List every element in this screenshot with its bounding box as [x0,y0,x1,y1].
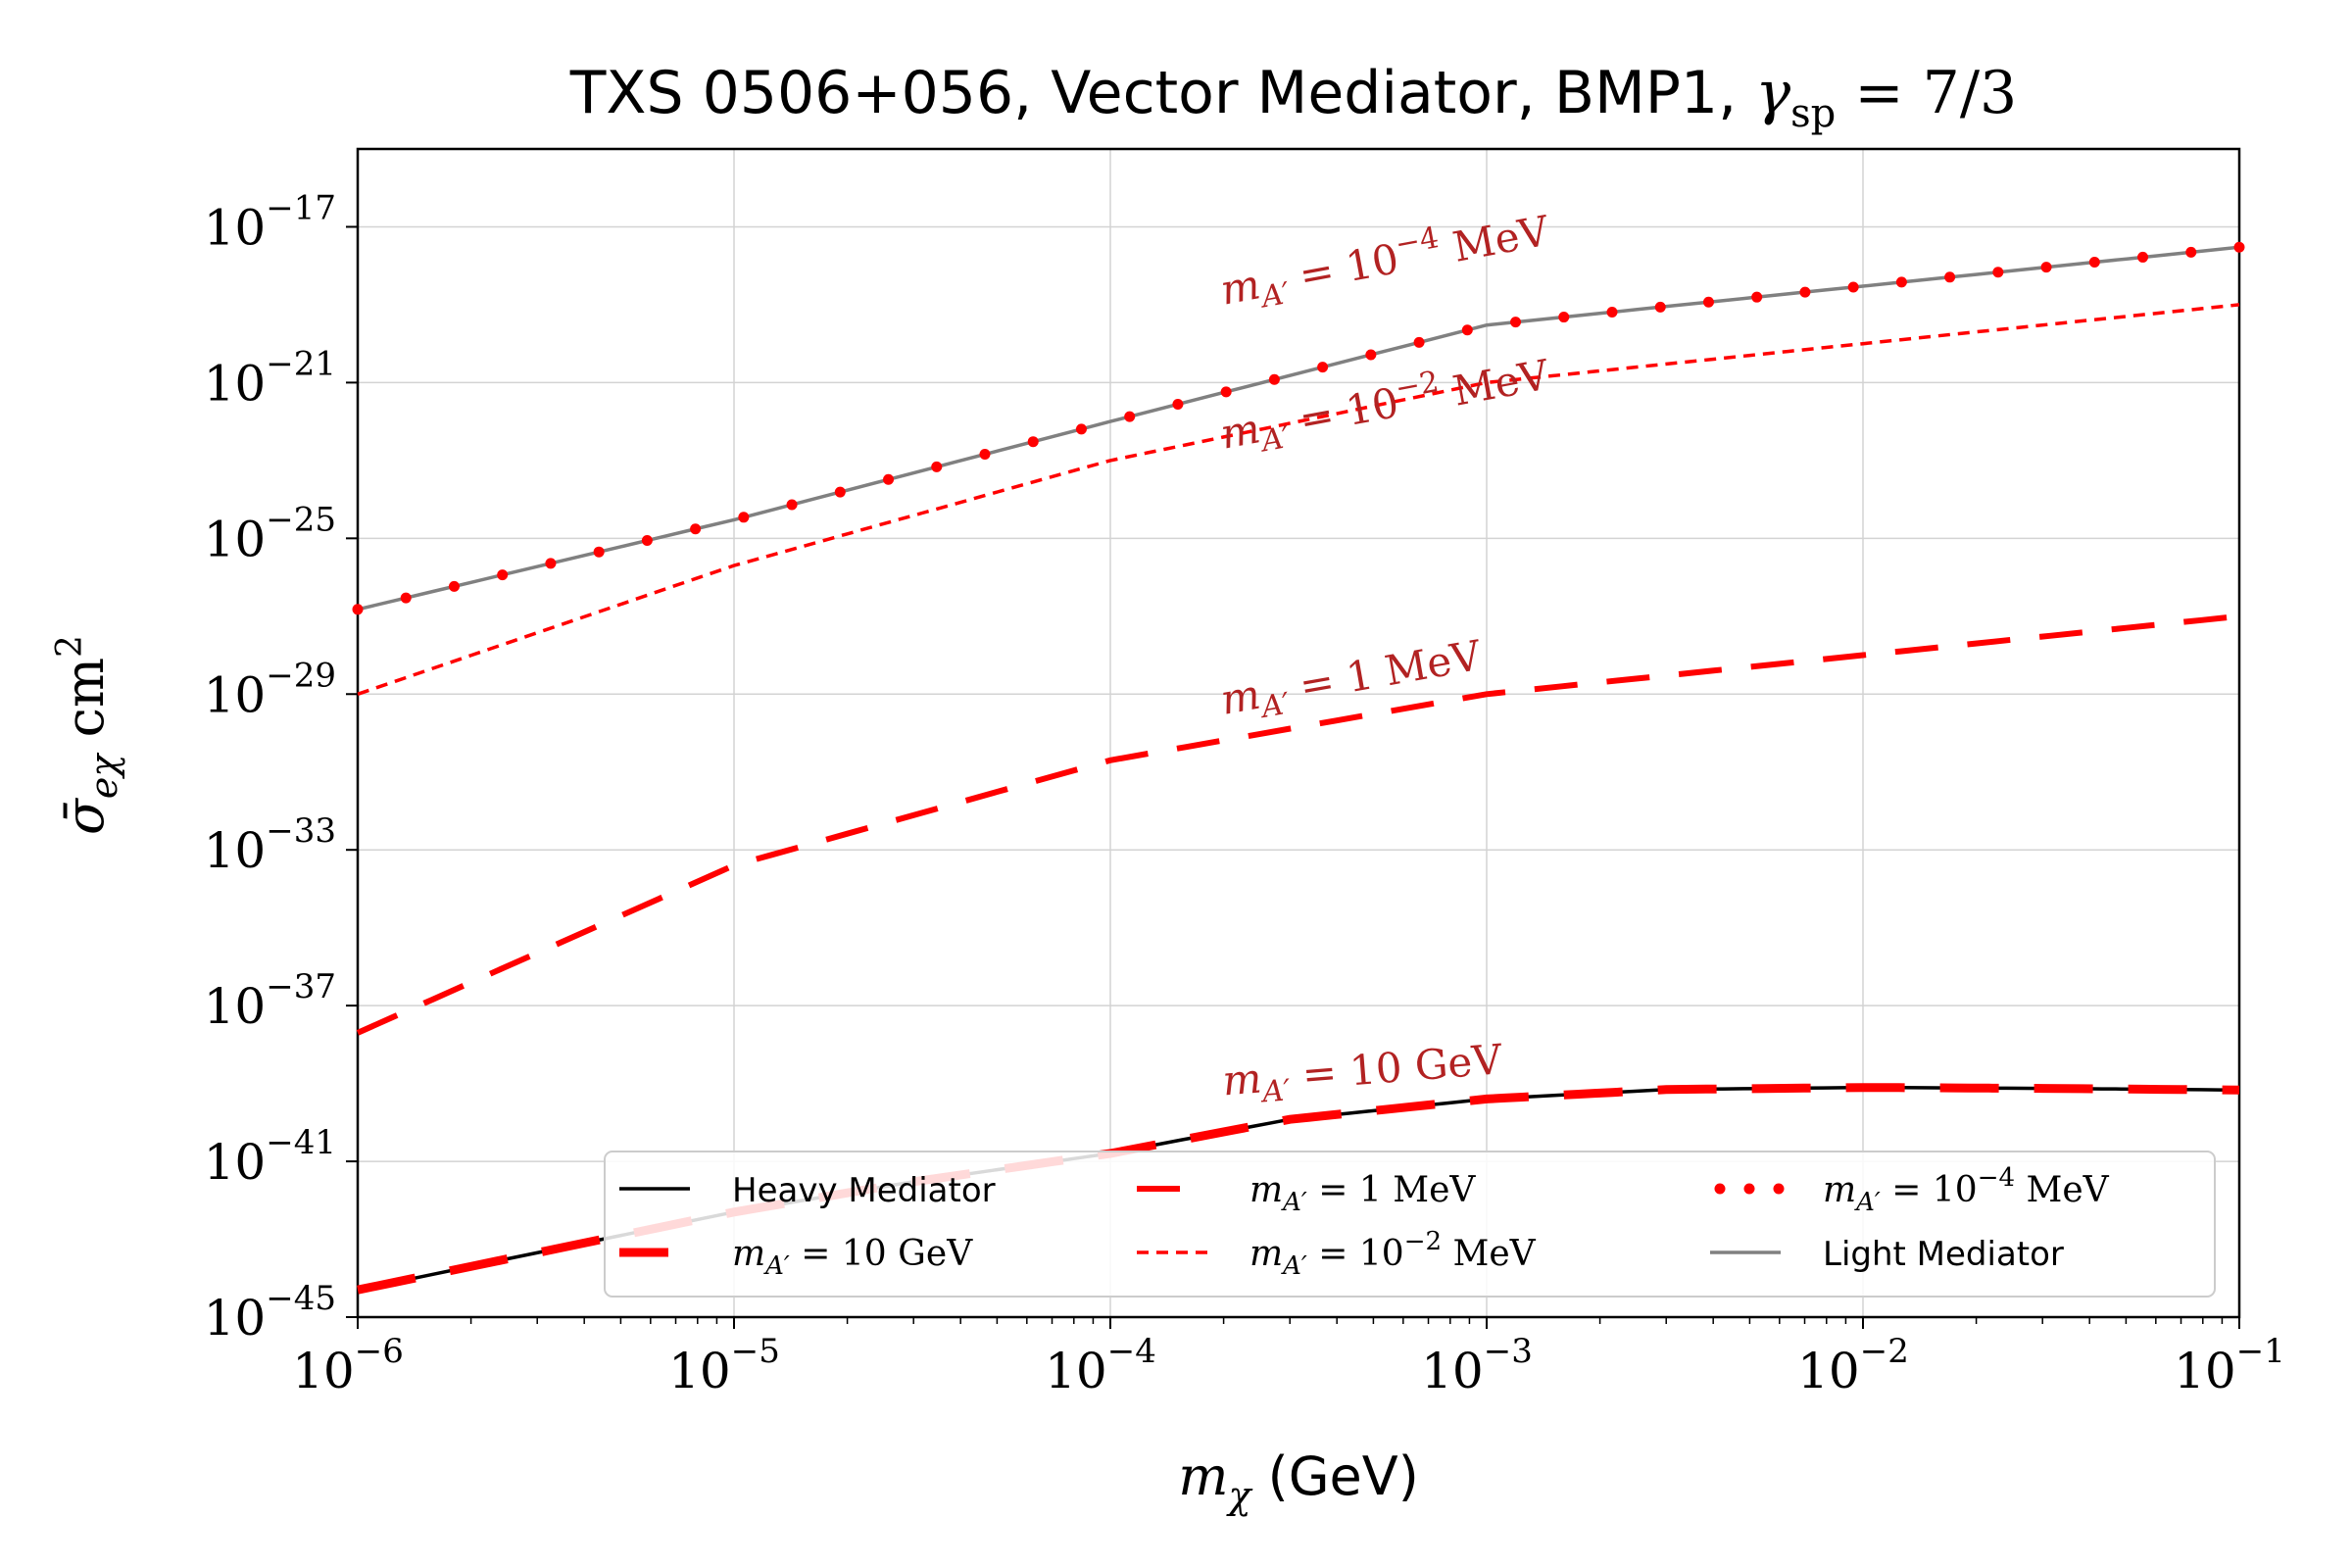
x-tick-label: 10−6 [292,1332,404,1399]
chart-title-gamma-sub: sp [1790,91,1836,136]
series-line-ma-10-mev [357,303,2240,696]
series-point [641,534,653,546]
legend-label: Heavy Mediator [732,1171,996,1210]
series-point [1027,436,1039,448]
y-tick-label: 10−25 [204,500,336,567]
y-tick-label: 10−21 [204,344,336,412]
ticks: 10−6 10−5 10−4 10−3 10−2 10−1 10−45 10−41 10−37 1… [204,188,2285,1399]
series-line-ma-1-mev [356,612,2240,1036]
y-tick-label: 10−37 [204,967,336,1035]
x-axis-label-text: mχ (GeV) [1178,1446,1419,1517]
legend-entry: mA′ = 1 MeV [1137,1170,1476,1217]
y-tick-label: 10−33 [204,811,336,879]
legend-entry: mA′ = 10−2 MeV [1137,1227,1537,1281]
series-point [1413,336,1425,348]
x-tick-label: 10−5 [668,1332,780,1399]
plot-frame [356,147,2241,1319]
legend-entry: Light Mediator [1710,1235,2064,1274]
x-tick-label: 10−3 [1421,1332,1533,1399]
series-point [1558,312,1570,323]
series-point [1751,291,1763,303]
grid [357,149,2240,1318]
series-point [1992,267,2004,278]
legend: Heavy Mediator mA′ = 10 GeV mA′ = 1 MeV mA′… [604,1151,2216,1298]
series-point [2040,262,2052,273]
legend-marker [1743,1183,1755,1195]
series-point [2185,246,2197,258]
legend-label: mA′ = 10−4 MeV [1823,1163,2110,1217]
series-point [2233,241,2245,253]
series-point [2088,257,2100,269]
series-point [545,558,557,569]
y-axis-label-text: σ̄eχ cm2 [50,635,125,835]
series-point [931,461,943,472]
chart-title-gamma: γ [1755,59,1790,127]
y-tick-label: 10−29 [204,656,336,723]
legend-label: Light Mediator [1823,1235,2064,1274]
series-point [448,580,460,592]
series-dots-light-1e-4 [352,241,2245,615]
y-tick-label: 10−41 [204,1123,336,1191]
series-point [1317,362,1329,373]
x-axis-label: mχ (GeV) [1178,1446,1419,1517]
y-tick-label: 10−17 [204,188,336,256]
series-point [834,486,846,498]
series-point [738,512,750,523]
series-point [1461,324,1473,336]
series-point [2137,251,2149,263]
series-point [1847,281,1859,293]
annotation-ann-1e-4: mA′ = 10−4 MeV [1215,201,1554,322]
legend-label: mA′ = 1 MeV [1250,1170,1476,1217]
series-point [1220,386,1232,398]
series-point [497,569,509,581]
series-point [1365,349,1377,361]
legend-entry: mA′ = 10 GeV [619,1234,973,1281]
series-point [1944,271,1956,283]
y-tick-label: 10−45 [204,1279,336,1347]
chart-title-text: TXS 0506+056, Vector Mediator, BMP1, [569,59,1756,127]
legend-entry: Heavy Mediator [619,1171,996,1210]
series-point [690,523,702,535]
series-point [1702,296,1714,308]
legend-marker [1773,1183,1785,1195]
series-point [593,546,605,558]
legend-label: mA′ = 10−2 MeV [1250,1227,1537,1281]
series-point [1124,411,1136,422]
series-point [400,592,412,604]
series-point [1799,286,1811,298]
legend-label: mA′ = 10 GeV [732,1234,973,1281]
series-point [352,604,364,615]
chart-title-gamma-value: = 7/3 [1836,59,2017,127]
series-point [1510,317,1522,328]
x-tick-label: 10−1 [2174,1332,2285,1399]
legend-box [604,1151,2216,1298]
series-point [1895,276,1907,288]
annotation-ann-1e-2: mA′ = 10−2 MeV [1215,345,1554,466]
x-tick-label: 10−4 [1045,1332,1156,1399]
series-point [979,449,991,461]
series-point [1075,423,1087,435]
legend-marker [1714,1183,1726,1195]
series-point [883,473,895,485]
series-point [1654,301,1666,313]
series-line-light-mediator [357,245,2240,612]
legend-entry: mA′ = 10−4 MeV [1714,1163,2110,1217]
chart-title: TXS 0506+056, Vector Mediator, BMP1, γsp… [569,59,2017,136]
y-axis-label: σ̄eχ cm2 [50,635,125,835]
x-tick-label: 10−2 [1797,1332,1909,1399]
series-point [1268,373,1280,385]
series-point [1606,306,1618,318]
series-point [1172,398,1184,410]
series-point [786,499,798,511]
